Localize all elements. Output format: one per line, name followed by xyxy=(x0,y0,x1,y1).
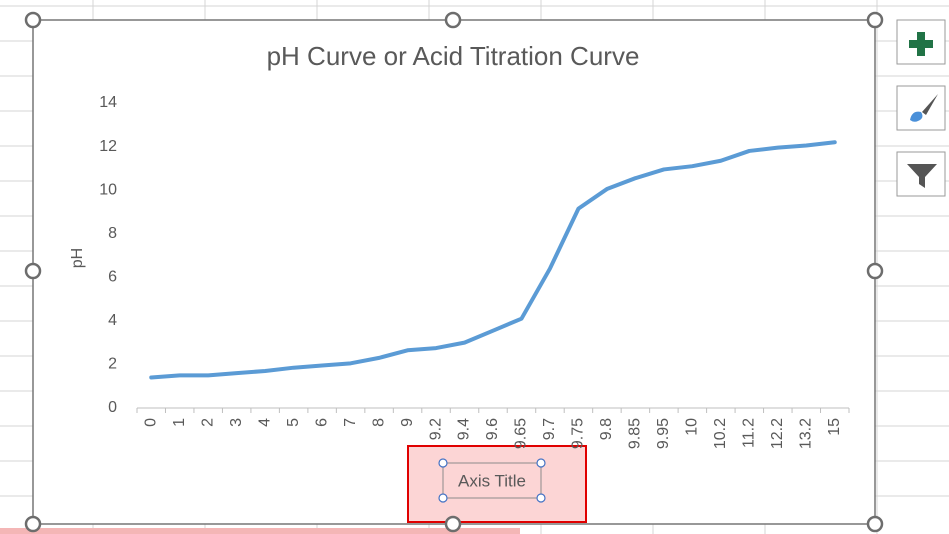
y-tick-label: 10 xyxy=(99,181,117,198)
chart-handles[interactable] xyxy=(24,11,884,533)
x-tick-label: 1 xyxy=(171,418,188,427)
x-tick-label: 3 xyxy=(228,418,245,427)
y-tick-label: 6 xyxy=(108,269,117,286)
x-tick-label: 9.8 xyxy=(598,418,615,440)
y-tick-label: 2 xyxy=(108,356,117,373)
x-tick-label: 9.65 xyxy=(513,418,530,449)
x-tick-label: 8 xyxy=(370,418,387,427)
x-tick-label: 12.2 xyxy=(769,418,786,449)
highlight-box xyxy=(407,445,587,523)
x-tick-label: 0 xyxy=(142,418,159,427)
x-tick-label: 6 xyxy=(313,418,330,427)
title-handles xyxy=(438,458,546,503)
x-tick-label: 11.2 xyxy=(741,418,758,448)
x-tick-label: 9.6 xyxy=(484,418,501,440)
x-tick-label: 9.95 xyxy=(655,418,672,449)
chart-elements-button[interactable] xyxy=(896,19,946,65)
x-tick-label: 13.2 xyxy=(797,418,814,449)
chart-filters-button[interactable] xyxy=(896,151,946,197)
y-tick-label: 12 xyxy=(99,138,117,155)
y-tick-label: 4 xyxy=(108,312,117,329)
x-tick-label: 15 xyxy=(826,418,843,436)
x-tick-label: 9.4 xyxy=(456,418,473,440)
x-tick-label: 5 xyxy=(285,418,302,427)
x-tick-label: 4 xyxy=(256,418,273,427)
axis-title-box[interactable] xyxy=(442,462,542,499)
x-tick-label: 9.85 xyxy=(627,418,644,449)
chart-title: pH Curve or Acid Titration Curve xyxy=(267,41,640,71)
data-line xyxy=(149,140,837,380)
x-tick-label: 9.75 xyxy=(570,418,587,449)
y-tick-label: 8 xyxy=(108,225,117,242)
selected-cells xyxy=(0,528,520,534)
y-axis-title: pH xyxy=(69,248,86,268)
chart-styles-button[interactable] xyxy=(896,85,946,131)
x-tick-label: 10.2 xyxy=(712,418,729,449)
chart-area[interactable] xyxy=(32,19,876,525)
x-tick-label: 9.7 xyxy=(541,418,558,440)
x-tick-label: 9 xyxy=(399,418,416,427)
x-tick-label: 9.2 xyxy=(427,418,444,440)
x-tick-label: 10 xyxy=(684,418,701,436)
y-tick-label: 14 xyxy=(99,94,117,111)
x-axis-title[interactable]: Axis Title xyxy=(458,471,526,490)
x-tick-label: 7 xyxy=(342,418,359,427)
y-tick-label: 0 xyxy=(108,399,117,416)
x-tick-label: 2 xyxy=(199,418,216,427)
